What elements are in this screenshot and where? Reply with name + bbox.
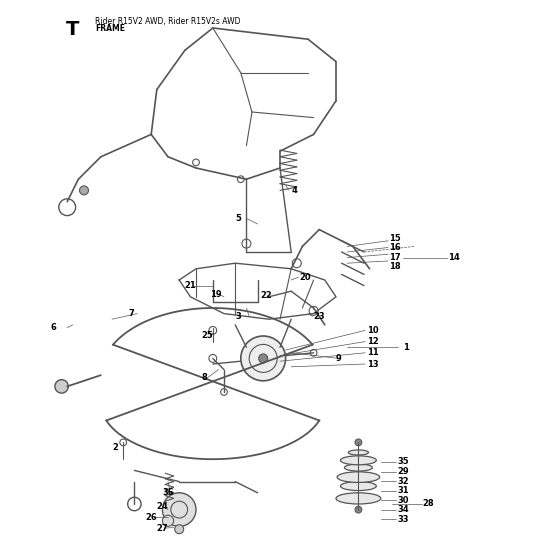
- Text: 31: 31: [398, 486, 409, 495]
- Text: 27: 27: [157, 524, 169, 533]
- Text: 22: 22: [260, 291, 272, 300]
- Text: FRAME: FRAME: [95, 24, 125, 32]
- Circle shape: [292, 259, 301, 268]
- Text: 30: 30: [398, 496, 409, 505]
- Text: 13: 13: [367, 360, 379, 368]
- Text: 19: 19: [210, 290, 222, 298]
- Text: 21: 21: [185, 281, 197, 290]
- Ellipse shape: [336, 493, 381, 504]
- Circle shape: [55, 380, 68, 393]
- Text: 10: 10: [367, 326, 379, 335]
- Text: 12: 12: [367, 337, 379, 346]
- Text: 32: 32: [398, 477, 409, 486]
- Text: 28: 28: [423, 500, 435, 508]
- Text: 33: 33: [398, 515, 409, 524]
- Circle shape: [162, 493, 196, 526]
- Text: 5: 5: [235, 214, 241, 223]
- Circle shape: [162, 515, 174, 526]
- Text: 29: 29: [398, 467, 409, 476]
- Text: 34: 34: [398, 505, 409, 514]
- Text: 9: 9: [336, 354, 342, 363]
- Text: 4: 4: [291, 186, 297, 195]
- Circle shape: [241, 336, 286, 381]
- Text: 18: 18: [389, 262, 401, 271]
- Text: 16: 16: [389, 243, 401, 252]
- Ellipse shape: [337, 472, 380, 483]
- Circle shape: [80, 186, 88, 195]
- Ellipse shape: [344, 464, 372, 471]
- Text: Rider R15V2 AWD, Rider R15V2s AWD: Rider R15V2 AWD, Rider R15V2s AWD: [95, 17, 241, 26]
- Text: 15: 15: [389, 234, 401, 242]
- Circle shape: [259, 354, 268, 363]
- Text: 6: 6: [50, 323, 56, 332]
- Ellipse shape: [348, 450, 368, 455]
- Text: 8: 8: [202, 374, 207, 382]
- Text: T: T: [66, 20, 80, 39]
- Text: 2: 2: [112, 444, 118, 452]
- Text: 35: 35: [398, 458, 409, 466]
- Circle shape: [175, 525, 184, 534]
- Circle shape: [355, 506, 362, 513]
- Text: 14: 14: [448, 253, 460, 262]
- Text: 7: 7: [129, 309, 134, 318]
- Text: 36: 36: [162, 488, 174, 497]
- Text: 3: 3: [235, 312, 241, 321]
- Ellipse shape: [340, 456, 376, 465]
- Ellipse shape: [340, 482, 376, 491]
- Circle shape: [59, 199, 76, 216]
- Text: 26: 26: [146, 513, 157, 522]
- Text: 11: 11: [367, 348, 379, 357]
- Text: 20: 20: [300, 273, 311, 282]
- Circle shape: [355, 439, 362, 446]
- Text: 24: 24: [157, 502, 169, 511]
- Text: 25: 25: [202, 332, 213, 340]
- Text: 1: 1: [403, 343, 409, 352]
- Text: 23: 23: [314, 312, 325, 321]
- Text: 17: 17: [389, 253, 401, 262]
